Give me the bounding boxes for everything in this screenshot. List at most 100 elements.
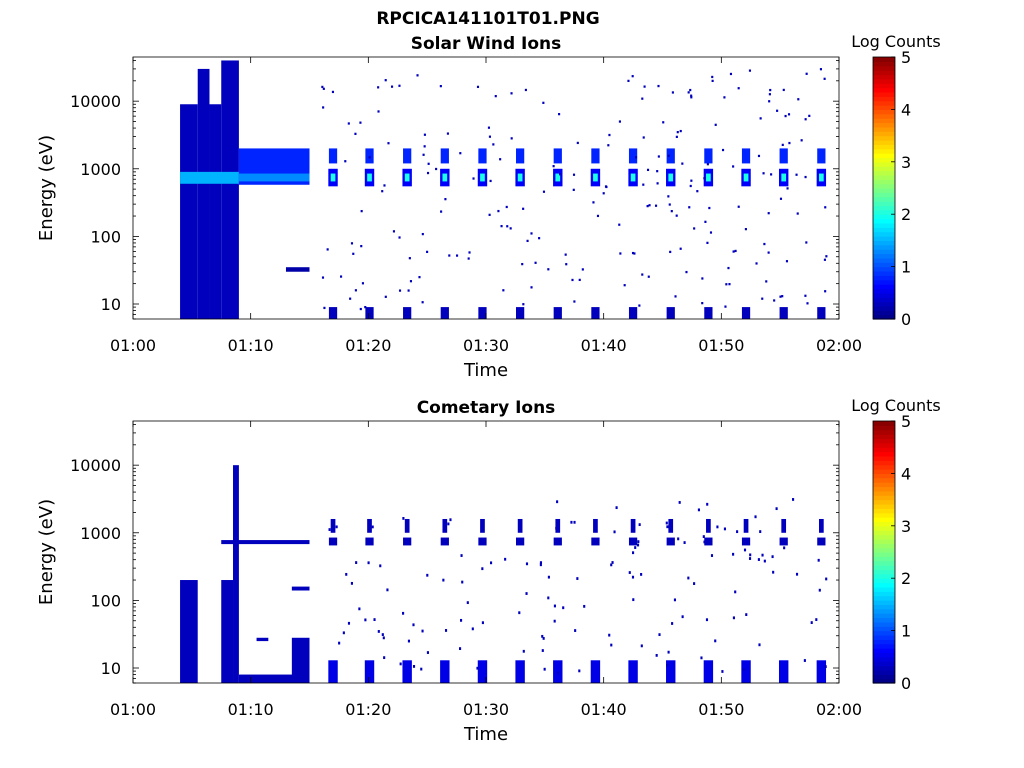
heatmap-cell xyxy=(342,631,345,635)
colorbar-segment xyxy=(873,503,895,509)
heatmap-cell xyxy=(633,252,636,255)
heatmap-cell xyxy=(754,515,757,519)
heatmap-cell xyxy=(678,501,681,504)
heatmap-cell xyxy=(352,252,355,255)
heatmap-cell xyxy=(772,570,775,574)
heatmap-cell xyxy=(795,173,798,176)
heatmap-cell xyxy=(748,69,752,72)
y-tick-label: 100 xyxy=(90,227,121,246)
figure-title: RPCICA141101T01.PNG xyxy=(376,9,599,29)
heatmap-cell xyxy=(553,148,562,164)
heatmap-cell xyxy=(796,212,799,215)
heatmap-cell xyxy=(671,91,674,94)
x-tick-label: 01:50 xyxy=(698,336,744,355)
colorbar-tick-label: 1 xyxy=(901,622,911,641)
heatmap-cell xyxy=(367,518,372,533)
colorbar-segment xyxy=(873,656,895,662)
colorbar-segment xyxy=(873,617,895,623)
colorbar-segment xyxy=(873,297,895,303)
colorbar-frame xyxy=(872,56,896,320)
colorbar-segment xyxy=(873,266,895,272)
heatmap-cell xyxy=(631,575,635,579)
heatmap-cell xyxy=(732,616,735,620)
heatmap-cell xyxy=(526,239,529,243)
colorbar-segment xyxy=(873,525,895,531)
heatmap-cell xyxy=(442,173,448,182)
heatmap-cell xyxy=(553,604,556,608)
heatmap-cell xyxy=(444,629,448,632)
heatmap-cell xyxy=(365,537,374,546)
heatmap-cell xyxy=(658,633,661,637)
heatmap-cell xyxy=(360,209,363,213)
heatmap-cell xyxy=(458,647,462,650)
heatmap-cell xyxy=(696,190,699,193)
heatmap-cell xyxy=(679,247,682,250)
colorbar-segment xyxy=(873,538,895,544)
heatmap-cell xyxy=(510,137,513,140)
heatmap-cell xyxy=(543,667,546,671)
heatmap-cell xyxy=(788,141,791,145)
heatmap-cell xyxy=(618,223,621,226)
heatmap-cell xyxy=(358,607,361,611)
heatmap-cell xyxy=(636,543,640,547)
heatmap-cell xyxy=(471,627,474,631)
heatmap-cell xyxy=(472,177,475,180)
heatmap-cell xyxy=(542,190,546,193)
heatmap-cell xyxy=(442,518,448,533)
heatmap-cell xyxy=(771,555,774,559)
heatmap-cell xyxy=(800,139,803,142)
colorbar-segment xyxy=(873,661,895,667)
heatmap-cell xyxy=(381,633,384,636)
heatmap-cell xyxy=(480,173,485,182)
colorbar-segment xyxy=(873,438,895,444)
heatmap-cell xyxy=(359,307,362,311)
colorbar-segment xyxy=(873,621,895,627)
heatmap-cell xyxy=(804,175,807,179)
heatmap-cell xyxy=(421,232,424,236)
colorbar-tick-label: 3 xyxy=(901,517,911,536)
heatmap-cell xyxy=(404,173,410,182)
heatmap-cell xyxy=(776,109,779,112)
heatmap-cell xyxy=(706,163,709,166)
heatmap-cell xyxy=(701,302,704,305)
heatmap-cell xyxy=(689,88,692,92)
x-tick-label: 01:20 xyxy=(345,336,391,355)
heatmap-cell xyxy=(759,117,762,120)
heatmap-cell xyxy=(706,241,709,244)
x-tick-label: 01:40 xyxy=(581,336,627,355)
heatmap-cell xyxy=(572,188,575,191)
heatmap-cell xyxy=(427,162,430,165)
heatmap-cell xyxy=(221,540,310,545)
colorbar-segment xyxy=(873,262,895,268)
heatmap-cell xyxy=(628,537,638,546)
heatmap-cell xyxy=(631,75,634,78)
heatmap-cell xyxy=(593,173,598,182)
colorbar-segment xyxy=(873,547,895,553)
heatmap-cell xyxy=(685,270,688,274)
heatmap-cell xyxy=(640,644,643,648)
heatmap-cell xyxy=(671,622,674,625)
heatmap-cell xyxy=(819,68,823,71)
heatmap-cell xyxy=(637,540,640,544)
heatmap-cell xyxy=(643,85,646,88)
heatmap-cell xyxy=(448,254,451,257)
heatmap-cell xyxy=(539,561,543,565)
colorbar-segment xyxy=(873,126,895,132)
heatmap-cell xyxy=(481,567,484,571)
colorbar-segment xyxy=(873,451,895,457)
heatmap-cell xyxy=(578,278,581,282)
heatmap-cell xyxy=(354,289,357,292)
heatmap-cell xyxy=(759,530,762,533)
heatmap-cell xyxy=(530,286,533,289)
heatmap-cell xyxy=(423,145,426,148)
heatmap-cell xyxy=(674,295,677,298)
heatmap-cell xyxy=(779,537,788,546)
heatmap-cell xyxy=(402,660,412,683)
heatmap-cell xyxy=(591,307,600,319)
heatmap-cell xyxy=(668,173,674,182)
colorbar-segment xyxy=(873,586,895,592)
heatmap-cell xyxy=(402,516,405,520)
heatmap-cell xyxy=(439,84,442,88)
colorbar-segment xyxy=(873,600,895,605)
